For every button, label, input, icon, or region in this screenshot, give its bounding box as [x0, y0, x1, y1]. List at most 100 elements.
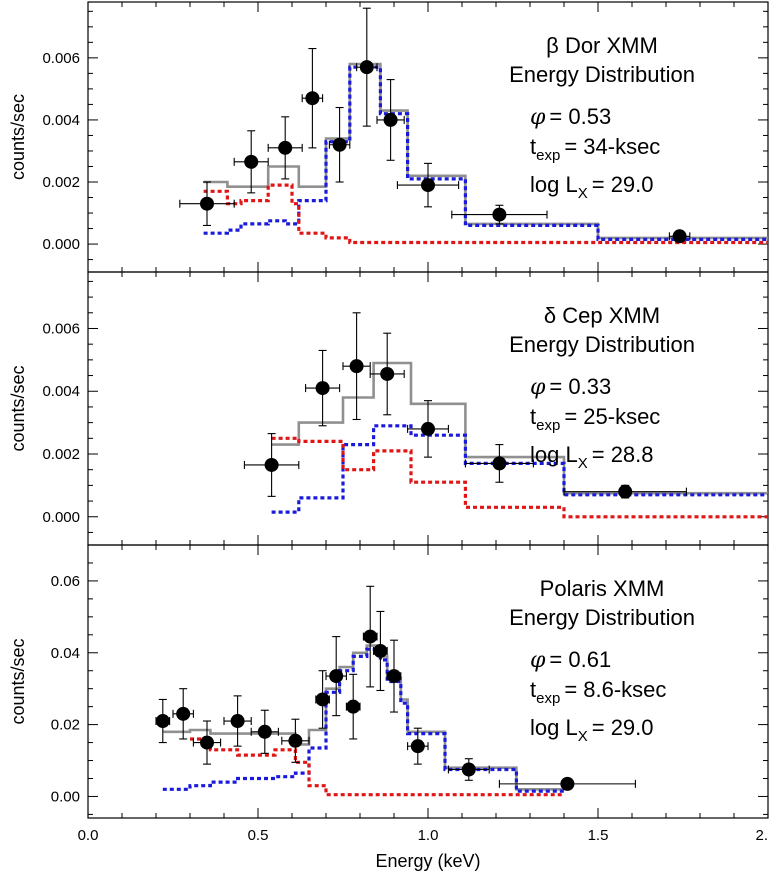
- y-tick-label: 0.006: [42, 320, 80, 337]
- exposure-value: texp = 34-ksec: [530, 134, 660, 164]
- phi-value: = 0.53: [549, 104, 611, 129]
- data-point: [386, 639, 402, 713]
- data-point: [407, 727, 429, 765]
- x-tick-label: 0.5: [248, 827, 269, 844]
- model-hot-line: [271, 424, 768, 514]
- annotation-title: δ Cep XMM: [544, 303, 660, 328]
- y-tick-label: 0.004: [42, 112, 80, 129]
- data-point: [376, 79, 405, 161]
- data-marker: [288, 733, 303, 748]
- phi-value: = 0.61: [549, 647, 611, 672]
- data-marker: [461, 762, 476, 777]
- data-marker: [492, 456, 507, 471]
- data-point: [369, 332, 405, 416]
- data-marker: [363, 629, 378, 644]
- data-marker: [560, 776, 575, 791]
- phase-value: φ = 0.53: [530, 104, 611, 130]
- panel-annotation: δ Cep XMM Energy Distribution φ = 0.33 texp =…: [509, 303, 695, 472]
- panel-middle: 0.000 0.002 0.004 0.006 counts/sec δ Cep XMM E…: [8, 271, 769, 546]
- y-tick-label: 0.006: [42, 50, 80, 67]
- data-point: [342, 312, 371, 421]
- data-marker: [383, 112, 398, 127]
- data-marker: [332, 137, 347, 152]
- data-marker: [359, 60, 374, 75]
- y-tick-label: 0.02: [51, 717, 80, 734]
- x-tick-label: 2.: [755, 827, 768, 844]
- data-point: [172, 688, 194, 740]
- data-marker: [257, 724, 272, 739]
- phase-value: φ = 0.61: [530, 647, 611, 673]
- data-marker: [672, 229, 687, 244]
- data-point: [668, 229, 691, 244]
- data-point: [451, 204, 548, 225]
- annotation-title: β Dor XMM: [546, 33, 658, 58]
- data-marker: [200, 196, 214, 211]
- data-point: [281, 718, 310, 763]
- data-point: [498, 776, 636, 791]
- data-marker: [264, 457, 279, 472]
- y-axis-label: counts/sec: [8, 94, 28, 180]
- data-point: [223, 695, 252, 747]
- data-marker: [373, 643, 388, 658]
- y-tick-label: 0.04: [51, 645, 80, 662]
- luminosity-value: log LX = 29.0: [530, 715, 654, 745]
- model-total-line: [162, 644, 564, 791]
- y-tick-label: 0.002: [42, 446, 80, 463]
- data-point: [447, 758, 490, 781]
- y-tick-label: 0.002: [42, 174, 80, 191]
- data-marker: [421, 178, 435, 193]
- x-tick-label: 0.0: [78, 827, 99, 844]
- data-marker: [380, 366, 395, 381]
- data-marker: [200, 735, 214, 750]
- annotation-subtitle: Energy Distribution: [509, 332, 695, 357]
- y-tick-label: 0.06: [51, 573, 80, 590]
- phase-value: φ = 0.33: [530, 374, 611, 400]
- phi-symbol: φ: [530, 375, 546, 400]
- phi-symbol: φ: [530, 648, 546, 673]
- y-tick-label: 0.000: [42, 236, 80, 253]
- y-tick-label: 0.00: [51, 788, 80, 805]
- data-marker: [421, 421, 435, 436]
- data-point: [233, 130, 269, 194]
- data-marker: [492, 207, 507, 222]
- annotation-subtitle: Energy Distribution: [509, 62, 695, 87]
- data-point: [267, 116, 303, 180]
- phi-symbol: φ: [530, 105, 546, 130]
- data-point: [328, 106, 351, 183]
- data-marker: [387, 669, 401, 684]
- data-marker: [329, 669, 344, 684]
- data-point: [356, 7, 378, 127]
- data-point: [563, 484, 687, 499]
- data-marker: [176, 706, 191, 721]
- x-axis-label: Energy (keV): [375, 851, 480, 871]
- data-marker: [618, 484, 633, 499]
- data-point: [373, 610, 388, 692]
- luminosity-value: log LX = 29.0: [530, 172, 654, 202]
- luminosity-value: log LX = 28.8: [530, 442, 654, 472]
- data-point: [407, 400, 449, 458]
- model-cool-line: [190, 737, 564, 797]
- x-tick-label: 1.0: [418, 827, 439, 844]
- model-cool-line: [271, 436, 768, 519]
- data-point: [315, 670, 330, 729]
- data-marker: [346, 699, 361, 714]
- data-point: [362, 585, 378, 688]
- data-marker: [410, 739, 425, 754]
- data-marker: [315, 692, 330, 707]
- panel-annotation: Polaris XMM Energy Distribution φ = 0.61 tex…: [509, 576, 695, 745]
- y-axis-label: counts/sec: [8, 365, 28, 451]
- model-hot-line: [162, 647, 564, 793]
- panel-bottom: 0.00 0.02 0.04 0.06 counts/sec Polaris XMM Ene…: [8, 544, 769, 844]
- model-hot-line: [203, 65, 768, 241]
- data-point: [396, 162, 460, 208]
- data-point: [250, 709, 279, 754]
- exposure-value: texp = 25-ksec: [530, 404, 660, 434]
- data-point: [464, 444, 534, 483]
- panel-frame: [87, 1, 769, 273]
- data-point: [179, 181, 235, 226]
- y-tick-label: 0.000: [42, 509, 80, 526]
- data-marker: [315, 381, 330, 396]
- phi-value: = 0.33: [549, 374, 611, 399]
- data-point: [345, 673, 361, 740]
